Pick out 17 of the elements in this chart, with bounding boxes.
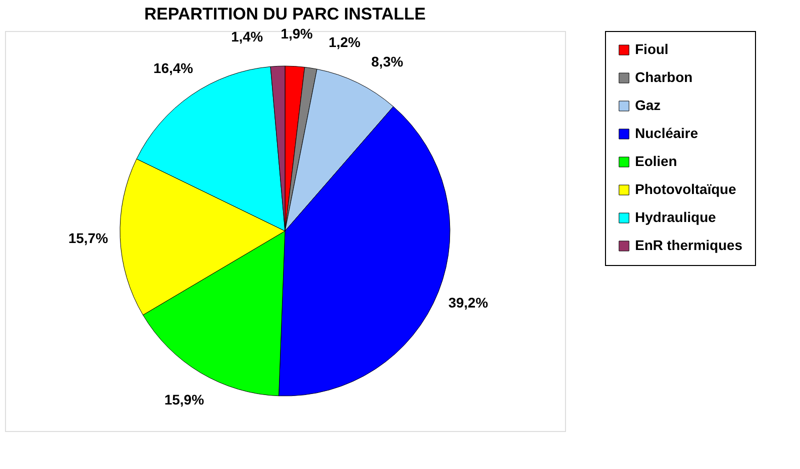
- legend-label: Photovoltaïque: [635, 181, 736, 197]
- legend-label: Nucléaire: [635, 125, 698, 141]
- data-label: 15,7%: [68, 230, 109, 246]
- data-label: 1,9%: [280, 25, 314, 42]
- data-label: 15,9%: [164, 391, 205, 408]
- data-label: 39,2%: [448, 294, 489, 311]
- legend-label: Eolien: [635, 153, 678, 169]
- data-label: 8,3%: [371, 54, 404, 70]
- chart-title: REPARTITION DU PARC INSTALLE: [144, 4, 426, 24]
- legend-label: EnR thermiques: [635, 237, 743, 253]
- legend-label: Hydraulique: [635, 209, 716, 225]
- legend-label: Fioul: [635, 41, 668, 57]
- legend-label: Gaz: [635, 97, 661, 113]
- legend-label: Charbon: [635, 69, 693, 85]
- data-label: 16,4%: [153, 60, 194, 76]
- data-label: 1,2%: [328, 34, 362, 50]
- data-label: 1,4%: [231, 28, 264, 45]
